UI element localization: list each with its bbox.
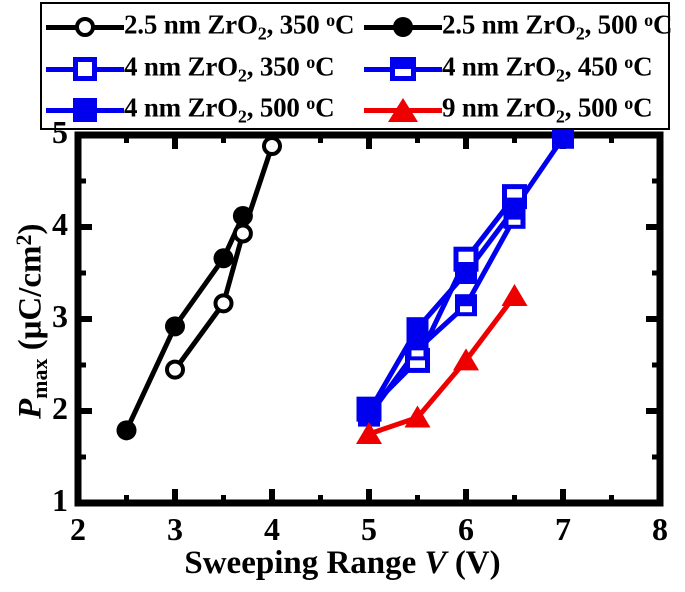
legend-entry[interactable]: 2.5 nm ZrO2, 500 oC bbox=[364, 6, 672, 48]
data-point-triangle bbox=[453, 348, 479, 371]
legend-sample bbox=[46, 95, 124, 125]
legend-sample bbox=[364, 54, 442, 84]
data-point-square-filled bbox=[552, 130, 574, 149]
legend-sample bbox=[364, 12, 442, 42]
x-tick-label: 4 bbox=[264, 511, 280, 547]
legend-sample-marker bbox=[388, 98, 418, 122]
legend-label: 2.5 nm ZrO2, 500 oC bbox=[442, 9, 673, 44]
data-point-circle-filled bbox=[116, 420, 137, 441]
legend-entry[interactable]: 4 nm ZrO2, 500 oC bbox=[46, 89, 364, 131]
series-markers bbox=[165, 136, 282, 380]
data-point-square-half bbox=[406, 338, 429, 361]
data-point-square-filled bbox=[406, 317, 429, 340]
legend-label: 4 nm ZrO2, 450 oC bbox=[442, 51, 653, 86]
legend-sample-marker bbox=[75, 17, 95, 37]
x-axis-title: Sweeping Range V (V) bbox=[184, 545, 501, 581]
data-point-square-filled bbox=[455, 262, 477, 284]
data-point-triangle bbox=[501, 284, 528, 306]
y-tick-label: 2 bbox=[52, 390, 68, 426]
series-triangle bbox=[368, 294, 517, 437]
legend-row: 4 nm ZrO2, 500 oC 9 nm ZrO2, 500 oC bbox=[42, 89, 668, 131]
series-line bbox=[172, 145, 275, 372]
legend-sample bbox=[46, 12, 124, 42]
legend-row: 2.5 nm ZrO2, 350 oC 2.5 nm ZrO2, 500 oC bbox=[42, 6, 672, 48]
legend-sample-marker bbox=[393, 17, 413, 37]
series-circle-filled bbox=[124, 214, 246, 432]
legend-sample bbox=[364, 95, 442, 125]
data-point-circle-filled bbox=[165, 316, 185, 337]
legend-sample-marker bbox=[73, 57, 97, 81]
marker-square-filled-icon bbox=[73, 98, 97, 122]
data-point-square-half bbox=[455, 294, 477, 317]
legend-row: 4 nm ZrO2, 350 oC 4 nm ZrO2, 450 oC bbox=[42, 48, 668, 90]
legend-label: 2.5 nm ZrO2, 350 oC bbox=[124, 9, 355, 44]
series-line bbox=[124, 214, 246, 432]
legend-label: 4 nm ZrO2, 350 oC bbox=[124, 51, 335, 86]
chart-legend: 2.5 nm ZrO2, 350 oC 2.5 nm ZrO2, 500 oC 4 … bbox=[40, 2, 672, 131]
data-point-circle-open bbox=[213, 293, 234, 314]
series-line bbox=[368, 294, 517, 437]
legend-entry[interactable]: 4 nm ZrO2, 350 oC bbox=[46, 48, 364, 90]
y-tick-label: 3 bbox=[52, 298, 68, 334]
y-tick-label: 1 bbox=[52, 482, 68, 518]
series-markers bbox=[116, 205, 253, 441]
data-point-circle-open bbox=[232, 223, 253, 244]
series-line bbox=[366, 216, 517, 418]
y-tick-label: 4 bbox=[52, 206, 68, 242]
legend-label: 9 nm ZrO2, 500 oC bbox=[442, 92, 653, 127]
legend-entry[interactable]: 2.5 nm ZrO2, 350 oC bbox=[46, 6, 364, 48]
marker-square-open-icon bbox=[73, 57, 97, 81]
legend-label: 4 nm ZrO2, 500 oC bbox=[124, 92, 335, 127]
data-point-circle-filled bbox=[213, 248, 234, 269]
x-tick-label: 8 bbox=[652, 511, 668, 547]
legend-sample-marker bbox=[73, 98, 97, 122]
legend-entry[interactable]: 9 nm ZrO2, 500 oC bbox=[364, 89, 664, 131]
data-point-square-filled bbox=[503, 197, 526, 220]
data-point-circle-open bbox=[165, 359, 185, 380]
data-point-square-half-slot bbox=[411, 350, 424, 357]
y-tick-label: 5 bbox=[52, 114, 68, 150]
legend-entry[interactable]: 4 nm ZrO2, 450 oC bbox=[364, 48, 664, 90]
series-circle-open bbox=[172, 145, 275, 372]
plot-frame bbox=[74, 131, 664, 507]
data-point-triangle bbox=[404, 405, 431, 428]
marker-circle-filled-icon bbox=[393, 17, 413, 37]
legend-sample-marker bbox=[390, 57, 416, 81]
x-tick-label: 3 bbox=[167, 511, 183, 547]
series-markers bbox=[356, 284, 528, 444]
series-square-half bbox=[366, 216, 517, 418]
data-point-circle-open bbox=[262, 136, 282, 157]
x-tick-label: 5 bbox=[361, 511, 377, 547]
legend-sample bbox=[46, 54, 124, 84]
x-tick-label: 2 bbox=[70, 511, 86, 547]
x-tick-label: 6 bbox=[458, 511, 474, 547]
data-point-circle-filled bbox=[232, 205, 253, 226]
marker-triangle-icon bbox=[388, 98, 418, 122]
marker-circle-open-icon bbox=[75, 17, 95, 37]
series-markers bbox=[358, 130, 574, 423]
plot-svg bbox=[74, 130, 664, 507]
marker-square-half-icon bbox=[390, 57, 416, 81]
data-point-square-half-slot bbox=[508, 218, 521, 225]
data-point-triangle bbox=[356, 422, 382, 444]
data-point-square-half-slot bbox=[460, 306, 472, 313]
plot-area bbox=[0, 130, 685, 592]
data-point-square-filled bbox=[358, 400, 380, 423]
x-tick-label: 7 bbox=[555, 511, 571, 547]
